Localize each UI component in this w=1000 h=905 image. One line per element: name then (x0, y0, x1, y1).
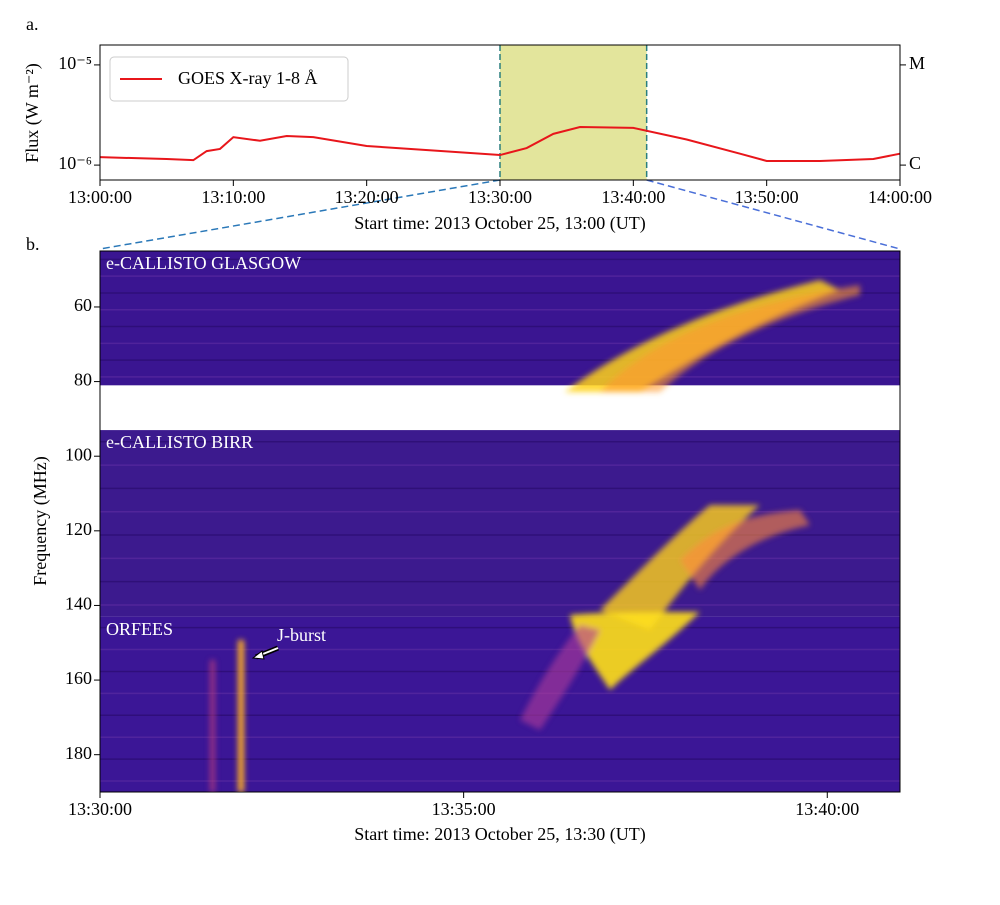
y-tick-label: 100 (65, 444, 92, 464)
x-tick-label: 13:00:00 (68, 187, 132, 207)
x-tick-label: 14:00:00 (868, 187, 932, 207)
x-axis-label: Start time: 2013 October 25, 13:30 (UT) (354, 824, 645, 845)
x-tick-label: 13:40:00 (795, 799, 859, 819)
panel-b: e-CALLISTO GLASGOW e-CALLISTO BIRR ORFEES 1… (30, 250, 901, 845)
y2-tick-label: M (909, 53, 925, 73)
burst-emission (210, 280, 860, 792)
instrument-label: e-CALLISTO BIRR (106, 432, 253, 452)
x-tick-label: 13:20:00 (335, 187, 399, 207)
y-tick-label: 80 (74, 370, 92, 390)
y2-tick-label: C (909, 153, 921, 173)
panel-label: b. (26, 234, 40, 254)
spectrometer-band (100, 616, 900, 792)
instrument-label: ORFEES (106, 619, 173, 639)
x-tick-label: 13:30:00 (468, 187, 532, 207)
panel-label: a. (26, 14, 39, 34)
plot-frame (99, 250, 901, 793)
y-axis-label: Frequency (MHz) (30, 456, 51, 585)
x-tick-label: 13:40:00 (601, 187, 665, 207)
x-tick-label: 13:30:00 (68, 799, 132, 819)
x-tick-label: 13:10:00 (201, 187, 265, 207)
y-tick-label: 10⁻⁵ (58, 53, 92, 73)
legend-label: GOES X-ray 1-8 Å (178, 68, 317, 88)
y-tick-label: 140 (65, 594, 92, 614)
y-tick-label: 180 (65, 743, 92, 763)
x-axis-label: Start time: 2013 October 25, 13:00 (UT) (354, 213, 645, 234)
instrument-label: e-CALLISTO GLASGOW (106, 253, 301, 273)
highlight-region (500, 45, 647, 180)
y-tick-label: 60 (74, 295, 92, 315)
zoom-line (99, 179, 501, 250)
panel-a: GOES X-ray 1-8 Å 13:00:00 13:10:00 13:20:00… (22, 44, 932, 250)
y-axis-label: Flux (W m⁻²) (22, 63, 43, 163)
annotation: J-burst (277, 625, 326, 645)
arrow-head (251, 650, 265, 660)
x-tick-label: 13:35:00 (432, 799, 496, 819)
y-tick-label: 160 (65, 668, 92, 688)
legend-box (109, 56, 349, 102)
flux-line (99, 126, 901, 162)
x-tick-label: 13:50:00 (735, 187, 799, 207)
y-tick-label: 10⁻⁶ (58, 153, 92, 173)
y-tick-label: 120 (65, 519, 92, 539)
